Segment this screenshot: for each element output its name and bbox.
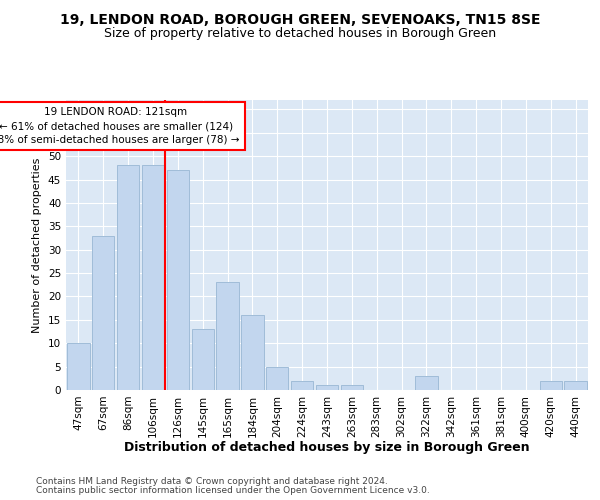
Text: Contains HM Land Registry data © Crown copyright and database right 2024.: Contains HM Land Registry data © Crown c… bbox=[36, 477, 388, 486]
Text: Size of property relative to detached houses in Borough Green: Size of property relative to detached ho… bbox=[104, 28, 496, 40]
Bar bbox=[539, 380, 562, 390]
Bar bbox=[266, 366, 289, 390]
Bar bbox=[67, 343, 89, 390]
Text: 19, LENDON ROAD, BOROUGH GREEN, SEVENOAKS, TN15 8SE: 19, LENDON ROAD, BOROUGH GREEN, SEVENOAK… bbox=[60, 12, 540, 26]
Text: Distribution of detached houses by size in Borough Green: Distribution of detached houses by size … bbox=[124, 441, 530, 454]
Bar bbox=[241, 315, 263, 390]
Bar bbox=[167, 170, 189, 390]
Text: 19 LENDON ROAD: 121sqm
← 61% of detached houses are smaller (124)
38% of semi-de: 19 LENDON ROAD: 121sqm ← 61% of detached… bbox=[0, 107, 240, 145]
Bar bbox=[92, 236, 115, 390]
Bar bbox=[117, 166, 139, 390]
Bar bbox=[217, 282, 239, 390]
Bar bbox=[316, 386, 338, 390]
Bar bbox=[341, 386, 363, 390]
Text: Contains public sector information licensed under the Open Government Licence v3: Contains public sector information licen… bbox=[36, 486, 430, 495]
Bar bbox=[191, 329, 214, 390]
Bar bbox=[565, 380, 587, 390]
Bar bbox=[415, 376, 437, 390]
Bar bbox=[142, 166, 164, 390]
Bar bbox=[291, 380, 313, 390]
Y-axis label: Number of detached properties: Number of detached properties bbox=[32, 158, 43, 332]
